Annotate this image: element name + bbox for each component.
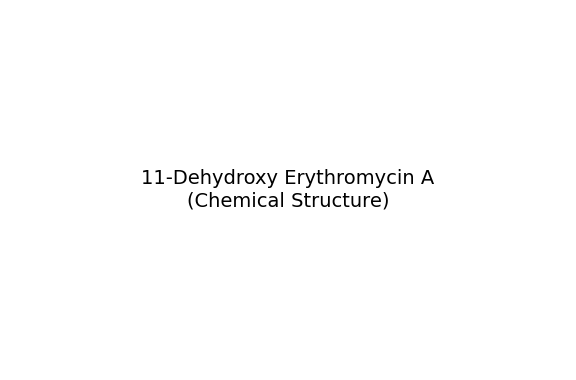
Text: 11-Dehydroxy Erythromycin A
(Chemical Structure): 11-Dehydroxy Erythromycin A (Chemical St… [141,169,435,211]
